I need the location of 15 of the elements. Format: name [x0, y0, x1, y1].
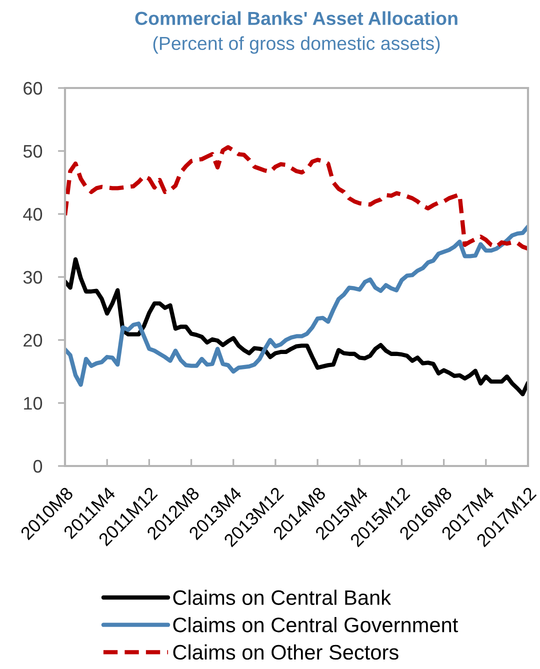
- legend-label: Claims on Central Bank: [173, 590, 392, 605]
- chart-subtitle: (Percent of gross domestic assets): [153, 36, 440, 54]
- chart-title: Commercial Banks' Asset Allocation: [135, 11, 458, 26]
- y-tick-label: 40: [23, 208, 42, 221]
- line-series: [65, 224, 528, 387]
- y-tick-label: 0: [33, 460, 42, 473]
- y-tick-label: 30: [23, 270, 42, 284]
- line-series: [65, 145, 528, 251]
- line-series: [65, 257, 528, 396]
- y-tick-label: 10: [24, 396, 42, 410]
- legend-label: Claims on Central Government: [173, 617, 458, 632]
- y-tick-label: 60: [24, 82, 42, 95]
- legend-label: Claims on Other Sectors: [173, 644, 398, 660]
- y-tick-label: 50: [23, 144, 42, 158]
- y-tick-label: 20: [24, 334, 42, 347]
